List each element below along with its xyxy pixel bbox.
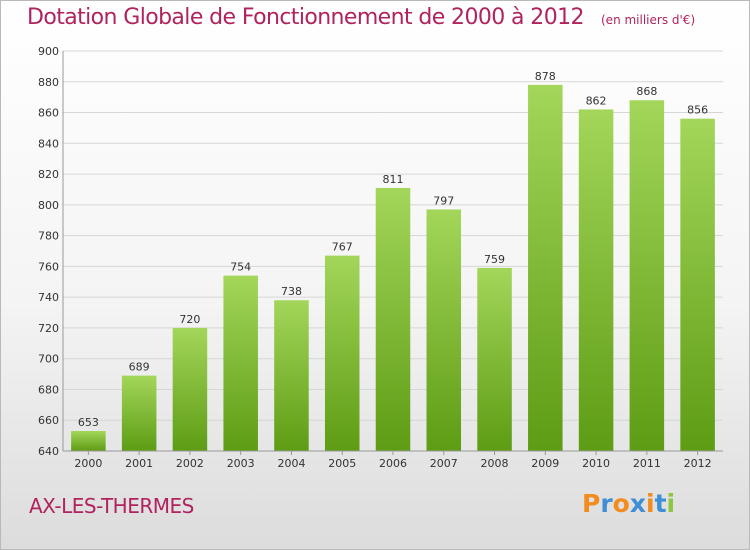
bars-layer: 653 689 720 754 738 767 811 797 759 878 862 868 856 [71,70,715,451]
y-tick-label: 780 [38,230,59,243]
x-tick-label: 2000 [74,457,102,470]
x-tick-label: 2003 [227,457,255,470]
x-tick-label: 2010 [582,457,610,470]
y-tick-label: 820 [38,168,59,181]
bar [375,187,411,451]
y-tick-label: 880 [38,76,59,89]
title-row: Dotation Globale de Fonctionnement de 20… [27,5,695,30]
chart-title: Dotation Globale de Fonctionnement de 20… [27,5,585,30]
x-tick-label: 2009 [531,457,559,470]
proxiti-logo: Proxiti [582,489,676,518]
bar-value-label: 878 [535,70,556,83]
bar [578,109,614,451]
y-tick-label: 680 [38,383,59,396]
axis-layer: 640 660 680 700 720 740 760 780 800 820 840 860 880 9… [38,45,723,470]
y-tick-label: 860 [38,107,59,120]
bar [274,300,309,451]
bar [71,431,106,451]
y-tick-label: 900 [38,45,59,58]
bar-value-label: 653 [78,416,99,429]
bar [121,375,157,451]
y-tick-label: 840 [38,137,59,150]
bar-chart: 653689720754738767811797759878862868856 … [38,45,723,470]
bar-value-label: 797 [433,194,454,207]
x-tick-label: 2006 [379,457,407,470]
bar-value-label: 868 [636,85,657,98]
y-tick-label: 640 [38,445,59,458]
y-tick-label: 700 [38,353,59,366]
bar [477,267,512,451]
bar [680,118,715,451]
bar [324,255,360,451]
y-tick-label: 800 [38,199,59,212]
bar-value-label: 767 [332,241,353,254]
bar-value-label: 738 [281,285,302,298]
bar-value-label: 856 [687,104,708,117]
y-tick-label: 660 [38,414,59,427]
y-tick-label: 760 [38,260,59,273]
commune-name: AX-LES-THERMES [29,494,194,518]
x-tick-label: 2004 [277,457,305,470]
x-tick-label: 2011 [633,457,661,470]
x-tick-label: 2005 [328,457,356,470]
y-tick-label: 740 [38,291,59,304]
bar-value-label: 754 [230,261,251,274]
bar-value-label: 811 [383,173,404,186]
x-tick-label: 2012 [684,457,712,470]
bar-value-label: 862 [586,94,607,107]
bar [223,275,258,451]
bar [629,100,665,451]
x-tick-label: 2001 [125,457,153,470]
bar-value-label: 689 [129,361,150,374]
x-tick-label: 2008 [481,457,509,470]
bar [426,209,462,451]
bar [528,84,563,451]
bar-value-label: 759 [484,253,505,266]
x-tick-label: 2007 [430,457,458,470]
x-tick-label: 2002 [176,457,204,470]
bar [172,327,208,451]
bar-value-label: 720 [179,313,200,326]
chart-subtitle: (en milliers d'€) [601,13,696,27]
y-tick-label: 720 [38,322,59,335]
